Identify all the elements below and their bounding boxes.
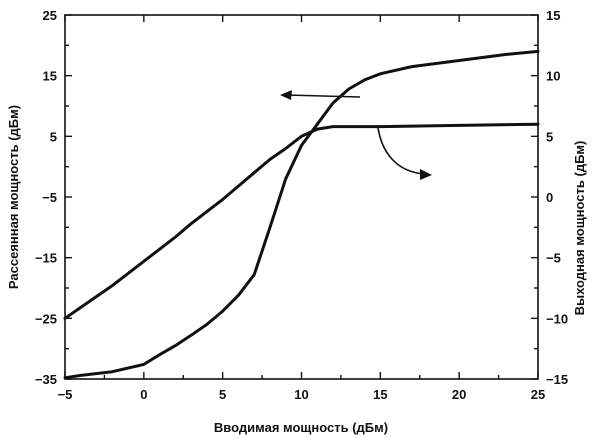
left-tick-label: −5	[42, 190, 57, 205]
right-tick-label: −10	[546, 311, 568, 326]
x-tick-label: 25	[531, 387, 545, 402]
x-tick-label: −5	[58, 387, 73, 402]
curves	[63, 49, 540, 380]
left-axis-arrow-head	[280, 90, 292, 100]
x-tick-label: 20	[452, 387, 466, 402]
right-axis-arrow-line	[377, 127, 426, 175]
right-axis-title: Выходная мощность (дБм)	[572, 141, 587, 316]
scattered-power-curve	[63, 49, 540, 380]
plot-frame	[64, 14, 539, 380]
left-tick-label: −35	[35, 372, 57, 387]
right-tick-label: −15	[546, 372, 568, 387]
arrows	[280, 90, 432, 180]
right-tick-label: 15	[546, 8, 560, 23]
ticks: −5 0 5 10 15 20 25−35−25−15−551525−15−10−50510…	[35, 8, 568, 402]
x-tick-label: 10	[294, 387, 308, 402]
right-axis-arrow-head	[420, 169, 432, 180]
right-tick-label: 10	[546, 69, 560, 84]
right-tick-label: 0	[546, 190, 553, 205]
x-axis-title: Вводимая мощность (дБм)	[214, 420, 388, 435]
output-power-curve	[63, 122, 540, 320]
left-axis-title: Рассеянная мощность (дБм)	[6, 105, 21, 289]
x-tick-label: 15	[373, 387, 387, 402]
left-tick-label: −15	[35, 251, 57, 266]
left-axis-arrow-line	[285, 94, 361, 98]
x-tick-label: 0	[140, 387, 147, 402]
left-tick-label: 25	[43, 8, 57, 23]
x-tick-label: 5	[219, 387, 226, 402]
left-tick-label: −25	[35, 311, 57, 326]
left-tick-label: 15	[43, 69, 57, 84]
right-tick-label: −5	[546, 251, 561, 266]
left-tick-label: 5	[50, 129, 57, 144]
right-tick-label: 5	[546, 129, 553, 144]
